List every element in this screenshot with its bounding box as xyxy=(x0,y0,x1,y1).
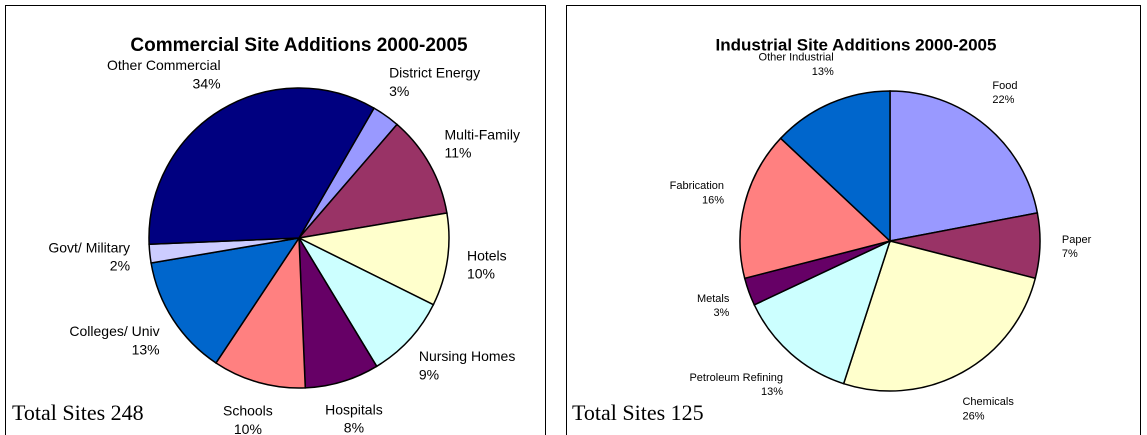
slice-value-label: 3% xyxy=(713,307,729,319)
slice-value-label: 22% xyxy=(992,94,1014,106)
slice-label: Fabrication xyxy=(670,180,724,192)
slice-value-label: 16% xyxy=(702,194,724,206)
slice-value-label: 13% xyxy=(132,341,160,357)
pie-slice xyxy=(150,236,301,364)
slice-value-label: 9% xyxy=(419,366,439,382)
slice-value-label: 13% xyxy=(761,386,783,398)
pie-slice xyxy=(842,240,1037,392)
slice-value-label: 10% xyxy=(467,266,495,282)
slice-value-label: 13% xyxy=(812,66,834,78)
slice-value-label: 7% xyxy=(1062,248,1078,260)
slice-label: Paper xyxy=(1062,234,1092,246)
slice-value-label: 10% xyxy=(234,421,262,435)
slice-label: Chemicals xyxy=(962,396,1014,408)
pie-slice xyxy=(297,236,435,368)
slice-label: Multi-Family xyxy=(445,126,520,142)
slice-label: Schools xyxy=(223,403,273,419)
slice-label: Govt/ Military xyxy=(48,239,130,255)
slice-label: Petroleum Refining xyxy=(689,372,783,384)
slice-label: Metals xyxy=(697,293,730,305)
pie-slice xyxy=(297,123,448,240)
slice-label: District Energy xyxy=(389,65,480,81)
annotation: Total Sites 248 xyxy=(12,400,144,425)
slice-value-label: 2% xyxy=(110,258,130,274)
slice-value-label: 34% xyxy=(193,75,221,91)
slice-label: Hotels xyxy=(467,247,507,263)
slice-value-label: 3% xyxy=(389,83,409,99)
slice-label: Nursing Homes xyxy=(419,348,515,364)
slice-label: Other Industrial xyxy=(759,52,834,64)
pie-slice xyxy=(753,239,892,385)
pie-slice xyxy=(296,212,450,306)
pie-slice xyxy=(214,235,307,389)
pie-slice xyxy=(739,137,892,280)
annotation: Total Sites 125 xyxy=(572,400,704,425)
chart-title: Commercial Site Additions 2000-2005 xyxy=(130,35,468,56)
pie-slice xyxy=(779,90,891,243)
slice-value-label: 8% xyxy=(344,420,364,435)
slice-value-label: 11% xyxy=(445,145,472,161)
pie-slice xyxy=(148,87,376,246)
slice-value-label: 26% xyxy=(962,410,984,422)
slice-label: Hospitals xyxy=(325,401,383,417)
slice-label: Colleges/ Univ xyxy=(69,323,159,339)
chart-title: Industrial Site Additions 2000-2005 xyxy=(716,35,997,54)
slice-label: Other Commercial xyxy=(107,57,221,73)
pie-slice xyxy=(889,90,1039,242)
slice-label: Food xyxy=(992,80,1017,92)
